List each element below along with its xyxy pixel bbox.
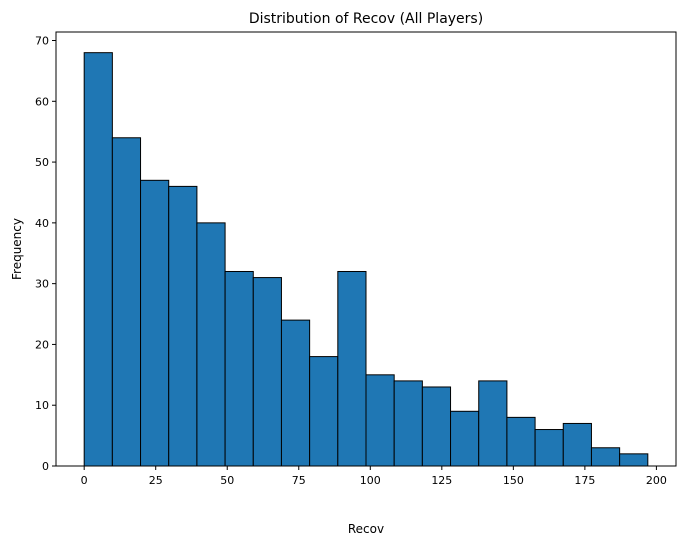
- histogram-bar: [590, 447, 621, 467]
- histogram-bar: [478, 380, 508, 467]
- y-axis-ticks: 0 10 20 30 40 50 60 70: [35, 35, 56, 473]
- x-tick-label: 200: [646, 474, 667, 487]
- histogram-bar: [562, 422, 592, 467]
- y-tick-label: 50: [35, 156, 49, 169]
- histogram-bar: [450, 410, 480, 467]
- histogram-bar: [534, 429, 564, 467]
- histogram-bar: [111, 137, 142, 467]
- y-tick-label: 40: [35, 217, 49, 230]
- histogram-bar: [365, 374, 395, 467]
- x-tick-label: 50: [220, 474, 234, 487]
- histogram-bar: [140, 179, 170, 467]
- histogram-bar: [83, 52, 113, 467]
- x-tick-label: 0: [81, 474, 88, 487]
- histogram-bar: [421, 386, 452, 467]
- y-tick-label: 30: [35, 278, 49, 291]
- x-axis-ticks: 0 25 50 75 100 125 150 175 200: [81, 466, 667, 487]
- y-tick-label: 10: [35, 399, 49, 412]
- y-tick-label: 70: [35, 35, 49, 48]
- histogram-bar: [506, 416, 536, 467]
- x-tick-label: 75: [292, 474, 306, 487]
- histogram-bar: [224, 270, 254, 467]
- histogram-bar: [196, 222, 226, 467]
- y-tick-label: 20: [35, 338, 49, 351]
- y-tick-label: 60: [35, 95, 49, 108]
- plot-frame: [55, 31, 677, 467]
- histogram-bar: [309, 356, 339, 467]
- bars-group: [83, 52, 649, 467]
- x-tick-label: 100: [360, 474, 381, 487]
- histogram-bar: [619, 453, 649, 467]
- x-tick-label: 125: [431, 474, 452, 487]
- histogram-bar: [393, 380, 423, 467]
- histogram-bar: [280, 319, 311, 467]
- x-axis-label: Recov: [348, 522, 384, 536]
- histogram-bar: [337, 270, 367, 467]
- y-tick-label: 0: [42, 460, 49, 473]
- x-tick-label: 150: [503, 474, 524, 487]
- x-tick-label: 25: [149, 474, 163, 487]
- histogram-bar: [168, 185, 198, 467]
- y-axis-label: Frequency: [10, 218, 24, 280]
- x-tick-label: 175: [574, 474, 595, 487]
- chart-title: Distribution of Recov (All Players): [249, 11, 483, 27]
- histogram-bar: [252, 277, 282, 467]
